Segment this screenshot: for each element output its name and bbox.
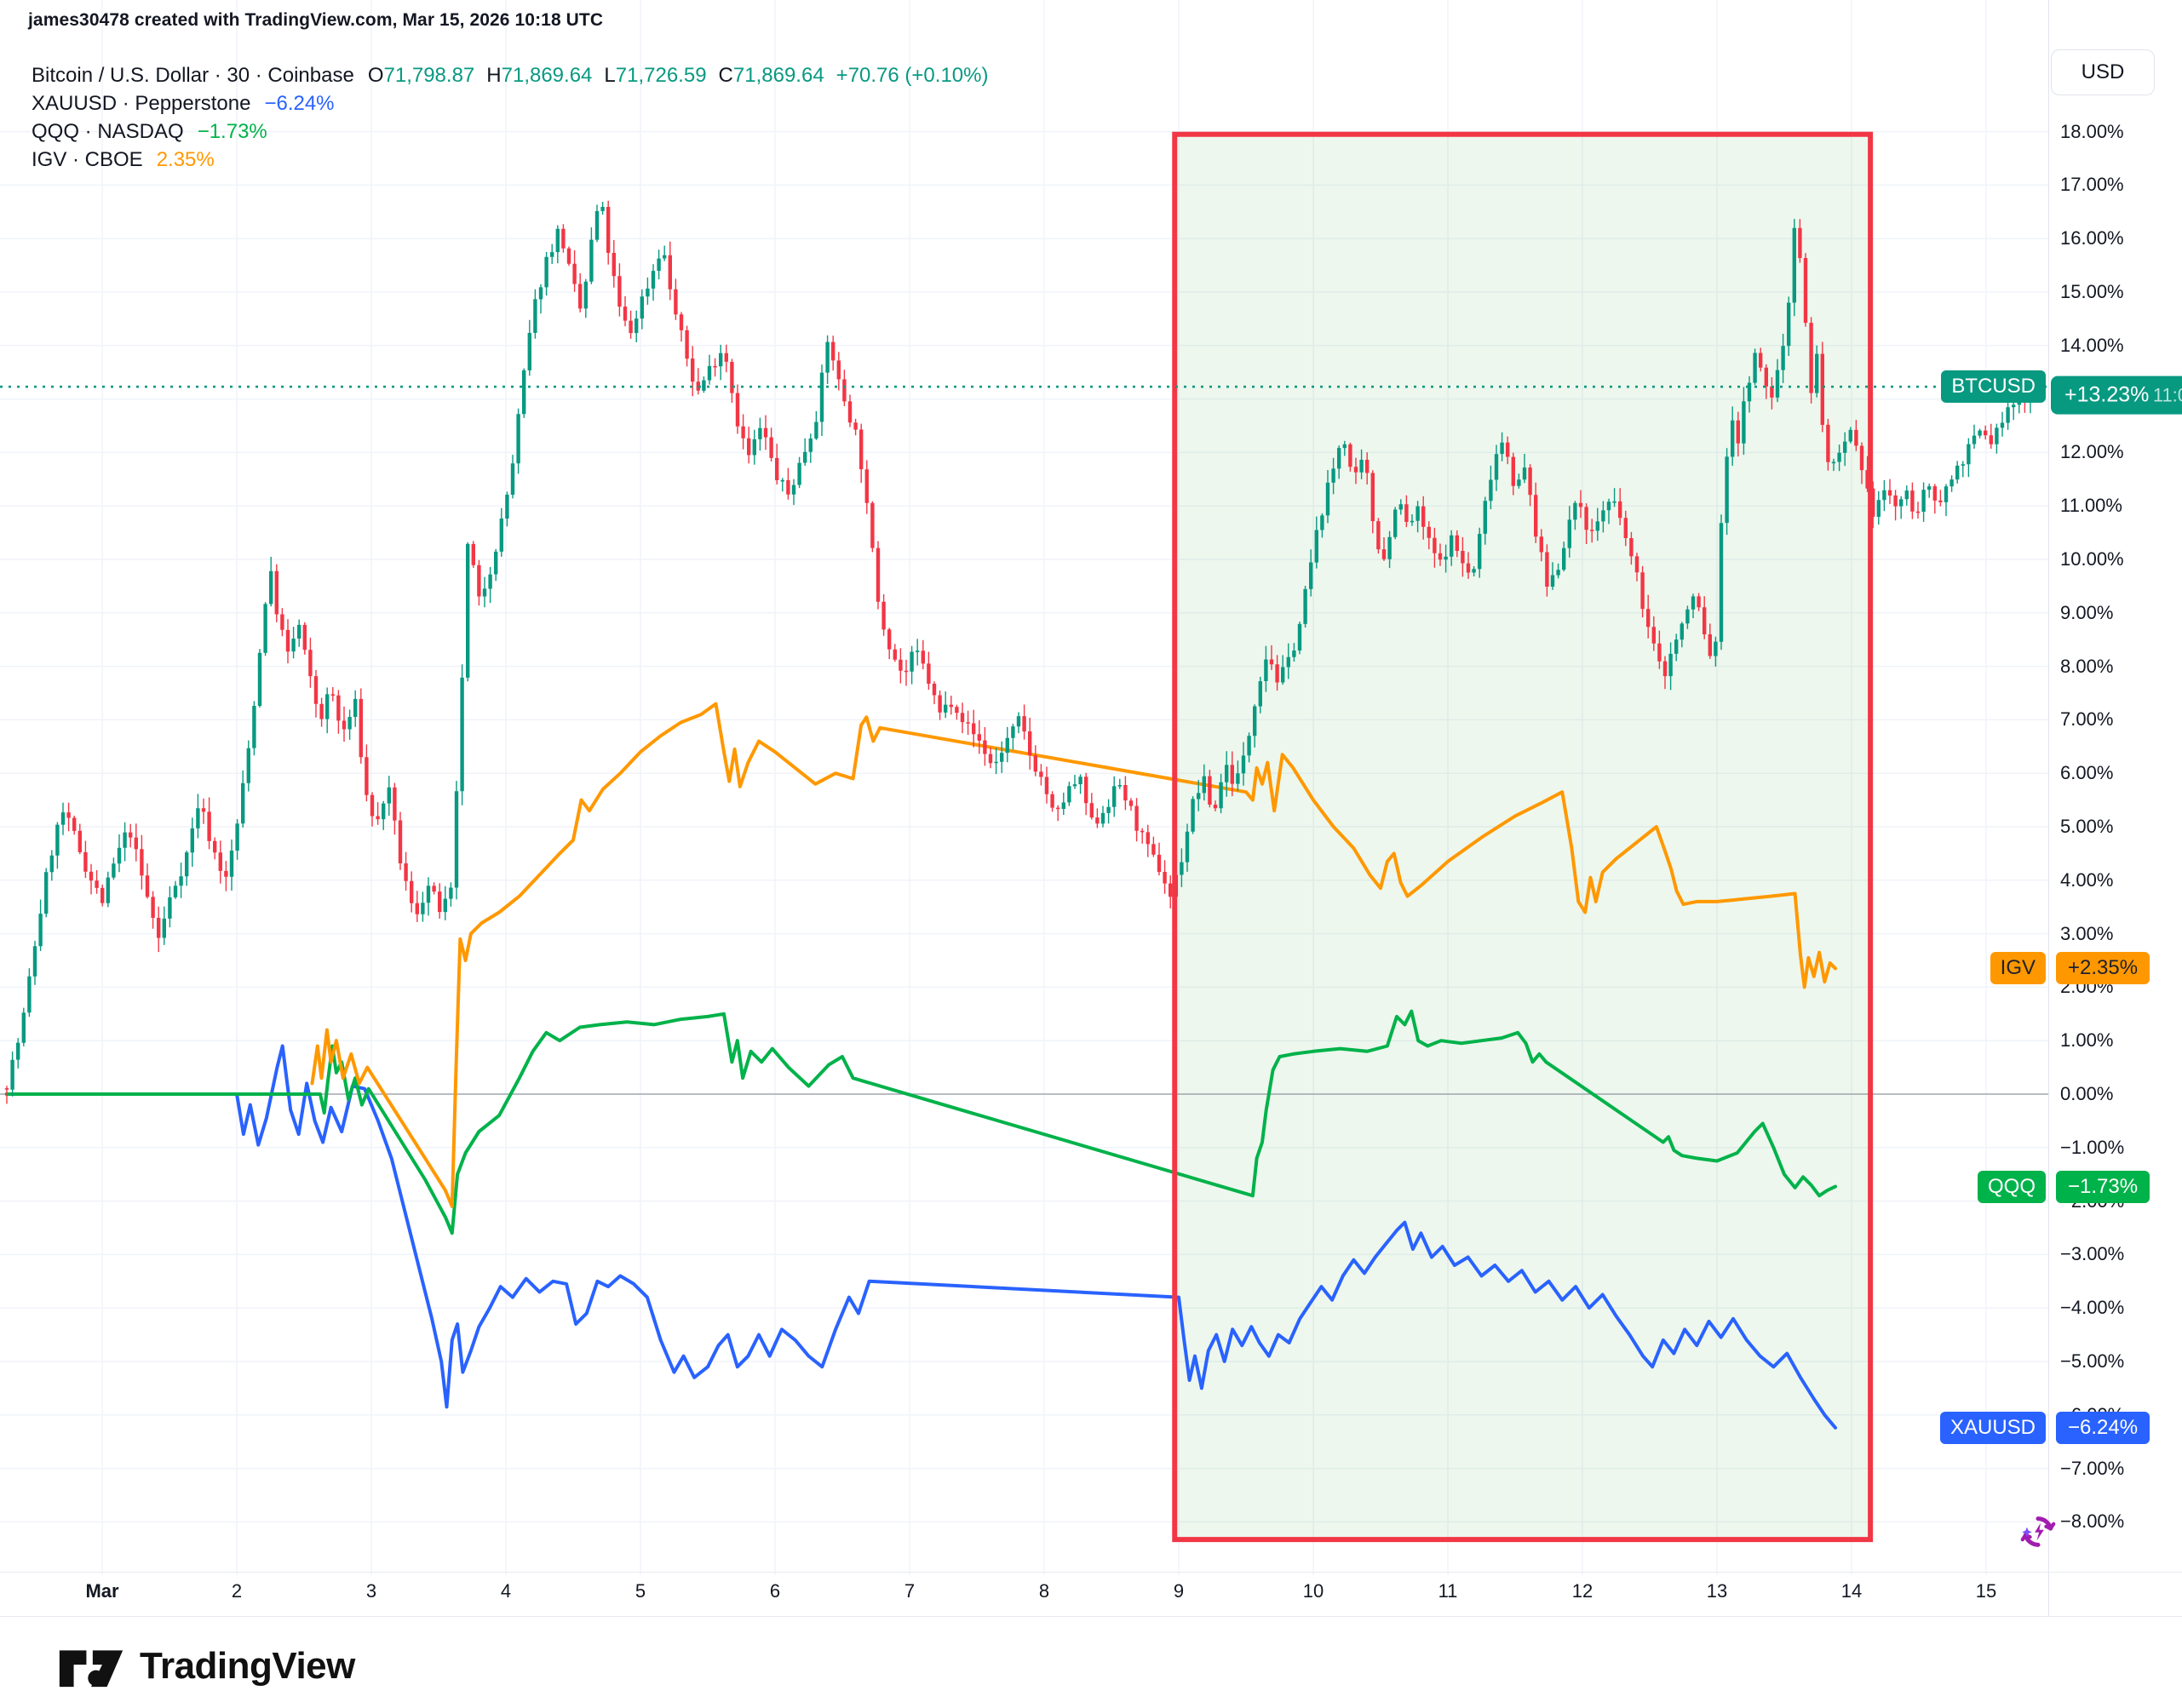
igv-chart-label[interactable]: IGV: [1990, 952, 2046, 985]
highlight-region-border: [1172, 131, 1874, 1543]
price-axis-label: 14.00%: [2060, 334, 2124, 356]
price-axis-label: 7.00%: [2060, 708, 2114, 731]
price-axis-label: 9.00%: [2060, 601, 2114, 623]
time-axis-label: 14: [1840, 1580, 1863, 1602]
symbol-title: IGV · CBOE: [32, 147, 143, 171]
symbol-title: Bitcoin / U.S. Dollar · 30 · Coinbase: [32, 63, 354, 87]
symbol-title: QQQ · NASDAQ: [32, 119, 184, 143]
legend-row-qqq[interactable]: QQQ · NASDAQ −1.73%: [32, 117, 988, 146]
symbol-change: −1.73%: [197, 119, 267, 143]
igv-price-label[interactable]: +2.35%: [2051, 952, 2150, 985]
btc-candle-bodies-up: [10, 207, 2038, 1090]
qqq-price-label[interactable]: −1.73%: [2051, 1170, 2150, 1203]
igv-change-value: +2.35%: [2056, 952, 2150, 985]
price-axis-label: −5.00%: [2060, 1350, 2125, 1372]
btcusd-price-pill: +13.23% 11:02: [2051, 375, 2182, 415]
xauusd-chart-label[interactable]: XAUUSD: [1939, 1411, 2046, 1444]
price-axis-label: 5.00%: [2060, 816, 2114, 837]
symbol-change: 2.35%: [156, 147, 215, 171]
time-axis-bottom-border: [0, 1616, 2182, 1617]
tradingview-logo[interactable]: TradingView: [58, 1640, 355, 1693]
price-axis-label: 18.00%: [2060, 120, 2124, 142]
xauusd-symbol-tag: XAUUSD: [1939, 1411, 2046, 1444]
legend-row-xauusd[interactable]: XAUUSD · Pepperstone −6.24%: [32, 89, 988, 117]
ohlc-high: H71,869.64: [486, 63, 593, 87]
price-axis-label: 11.00%: [2060, 495, 2122, 517]
time-axis-top-border: [0, 1572, 2182, 1573]
legend-row-igv[interactable]: IGV · CBOE 2.35%: [32, 146, 988, 174]
time-axis-label: 9: [1173, 1580, 1185, 1602]
time-axis-label: 6: [769, 1580, 781, 1602]
tradingview-logo-mark: [59, 1650, 123, 1688]
time-axis-label: 10: [1302, 1580, 1324, 1602]
attribution-text: james30478 created with TradingView.com,…: [28, 10, 604, 30]
price-axis-label: 3.00%: [2060, 922, 2114, 944]
price-axis-border: [2048, 0, 2049, 1616]
price-axis-label: −8.00%: [2060, 1510, 2125, 1533]
btcusd-bar-countdown: 11:02: [2152, 384, 2182, 406]
lightning-bolt-glyph: [2035, 1522, 2044, 1541]
btcusd-symbol-tag: BTCUSD: [1941, 370, 2046, 404]
price-axis-label: −7.00%: [2060, 1457, 2125, 1479]
legend-panel: Bitcoin / U.S. Dollar · 30 · Coinbase O7…: [32, 61, 988, 174]
price-axis-label: −3.00%: [2060, 1243, 2125, 1265]
btcusd-chart-label[interactable]: BTCUSD: [1941, 370, 2046, 404]
price-axis-label: 12.00%: [2060, 441, 2124, 463]
price-axis-label: −4.00%: [2060, 1297, 2125, 1319]
time-axis-label: 7: [904, 1580, 916, 1602]
price-axis-label: 6.00%: [2060, 762, 2114, 784]
time-axis-label: 3: [365, 1580, 377, 1602]
time-axis-label: 4: [500, 1580, 512, 1602]
qqq-change-value: −1.73%: [2056, 1170, 2150, 1203]
xauusd-change-value: −6.24%: [2056, 1411, 2150, 1444]
time-axis-label: 12: [1571, 1580, 1593, 1602]
xauusd-price-label[interactable]: −6.24%: [2051, 1411, 2150, 1444]
time-axis-label: 2: [231, 1580, 243, 1602]
currency-toggle-button[interactable]: USD: [2051, 49, 2155, 95]
igv-symbol-tag: IGV: [1990, 952, 2046, 985]
tradingview-logo-text: TradingView: [140, 1645, 355, 1687]
price-axis-label: 16.00%: [2060, 227, 2124, 249]
ai-refresh-icon[interactable]: [2018, 1512, 2058, 1551]
symbol-change: −6.24%: [264, 91, 335, 115]
bar-change: +70.76 (+0.10%): [835, 63, 989, 87]
qqq-line: [4, 1009, 1837, 1235]
time-axis-label: Mar: [85, 1580, 119, 1602]
btcusd-price-label[interactable]: +13.23% 11:02: [2051, 375, 2182, 415]
price-axis-label: 15.00%: [2060, 281, 2124, 302]
ohlc-low: L71,726.59: [604, 63, 707, 87]
price-axis-label: 8.00%: [2060, 655, 2114, 677]
qqq-chart-label[interactable]: QQQ: [1977, 1170, 2046, 1203]
time-axis-label: 11: [1438, 1580, 1458, 1602]
qqq-symbol-tag: QQQ: [1977, 1170, 2046, 1203]
xauusd-line: [4, 1044, 1837, 1430]
legend-row-btcusd[interactable]: Bitcoin / U.S. Dollar · 30 · Coinbase O7…: [32, 61, 988, 89]
btcusd-change-value: +13.23%: [2064, 382, 2150, 407]
price-axis-label: 1.00%: [2060, 1029, 2114, 1052]
igv-line: [310, 702, 1837, 1208]
time-axis-label: 8: [1038, 1580, 1050, 1602]
highlight-region-fill: [1174, 134, 1871, 1540]
price-axis-label: 10.00%: [2060, 548, 2124, 570]
ohlc-open: O71,798.87: [367, 63, 475, 87]
price-axis-label: 0.00%: [2060, 1083, 2114, 1104]
price-axis-label: 4.00%: [2060, 868, 2114, 891]
time-axis-label: 15: [1975, 1580, 1997, 1602]
price-axis-label: 17.00%: [2060, 174, 2124, 196]
price-axis-label: −1.00%: [2060, 1136, 2125, 1158]
time-axis-label: 5: [635, 1580, 646, 1602]
time-axis-label: 13: [1706, 1580, 1728, 1602]
sparkle-glyph: [2022, 1527, 2032, 1538]
ohlc-close: C71,869.64: [718, 63, 824, 87]
symbol-title: XAUUSD · Pepperstone: [32, 91, 251, 115]
